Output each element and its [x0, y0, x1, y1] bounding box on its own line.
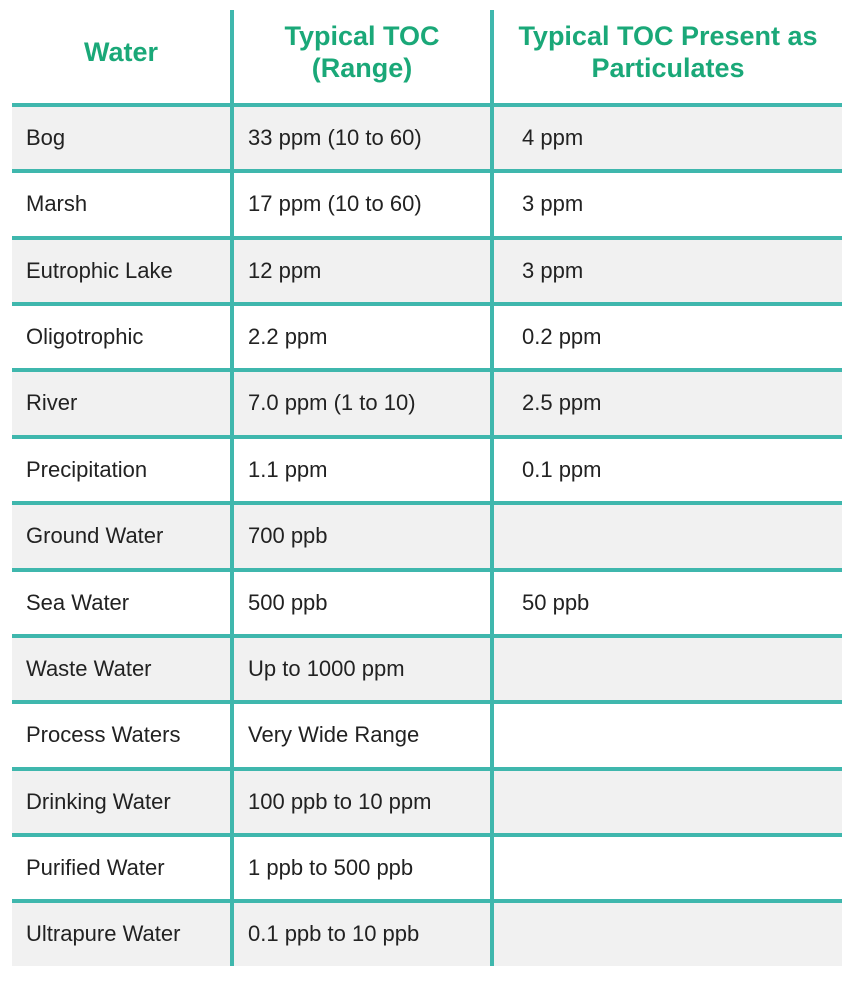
table-row: Ultrapure Water 0.1 ppb to 10 ppb: [12, 901, 842, 965]
table-row: Precipitation 1.1 ppm 0.1 ppm: [12, 437, 842, 503]
cell-water: Precipitation: [12, 437, 232, 503]
cell-water: Waste Water: [12, 636, 232, 702]
col-header-water: Water: [12, 10, 232, 105]
table-row: Purified Water 1 ppb to 500 ppb: [12, 835, 842, 901]
cell-part: 2.5 ppm: [492, 370, 842, 436]
cell-toc: 1 ppb to 500 ppb: [232, 835, 492, 901]
cell-water: Ultrapure Water: [12, 901, 232, 965]
cell-part: 50 ppb: [492, 570, 842, 636]
cell-toc: 500 ppb: [232, 570, 492, 636]
col-header-part: Typical TOC Present as Particulates: [492, 10, 842, 105]
table-row: Ground Water 700 ppb: [12, 503, 842, 569]
cell-part: [492, 702, 842, 768]
cell-toc: Up to 1000 ppm: [232, 636, 492, 702]
table-row: Sea Water 500 ppb 50 ppb: [12, 570, 842, 636]
cell-water: River: [12, 370, 232, 436]
cell-toc: 700 ppb: [232, 503, 492, 569]
table-row: Bog 33 ppm (10 to 60) 4 ppm: [12, 105, 842, 171]
toc-table: Water Typical TOC (Range) Typical TOC Pr…: [12, 10, 842, 966]
cell-water: Sea Water: [12, 570, 232, 636]
cell-water: Oligotrophic: [12, 304, 232, 370]
cell-water: Purified Water: [12, 835, 232, 901]
cell-part: 0.1 ppm: [492, 437, 842, 503]
cell-toc: 33 ppm (10 to 60): [232, 105, 492, 171]
cell-part: 3 ppm: [492, 238, 842, 304]
cell-toc: 1.1 ppm: [232, 437, 492, 503]
cell-toc: 12 ppm: [232, 238, 492, 304]
cell-water: Process Waters: [12, 702, 232, 768]
table-row: Process Waters Very Wide Range: [12, 702, 842, 768]
cell-water: Ground Water: [12, 503, 232, 569]
table-row: Marsh 17 ppm (10 to 60) 3 ppm: [12, 171, 842, 237]
cell-water: Bog: [12, 105, 232, 171]
cell-part: [492, 636, 842, 702]
cell-part: 3 ppm: [492, 171, 842, 237]
cell-toc: 100 ppb to 10 ppm: [232, 769, 492, 835]
cell-toc: 0.1 ppb to 10 ppb: [232, 901, 492, 965]
cell-part: [492, 769, 842, 835]
table-row: Waste Water Up to 1000 ppm: [12, 636, 842, 702]
cell-part: [492, 901, 842, 965]
cell-toc: 7.0 ppm (1 to 10): [232, 370, 492, 436]
cell-toc: Very Wide Range: [232, 702, 492, 768]
cell-toc: 17 ppm (10 to 60): [232, 171, 492, 237]
cell-part: [492, 503, 842, 569]
table-row: Drinking Water 100 ppb to 10 ppm: [12, 769, 842, 835]
col-header-toc: Typical TOC (Range): [232, 10, 492, 105]
table-row: River 7.0 ppm (1 to 10) 2.5 ppm: [12, 370, 842, 436]
cell-part: [492, 835, 842, 901]
cell-water: Marsh: [12, 171, 232, 237]
cell-water: Drinking Water: [12, 769, 232, 835]
table-row: Eutrophic Lake 12 ppm 3 ppm: [12, 238, 842, 304]
cell-toc: 2.2 ppm: [232, 304, 492, 370]
table-row: Oligotrophic 2.2 ppm 0.2 ppm: [12, 304, 842, 370]
table-header-row: Water Typical TOC (Range) Typical TOC Pr…: [12, 10, 842, 105]
cell-part: 0.2 ppm: [492, 304, 842, 370]
cell-part: 4 ppm: [492, 105, 842, 171]
cell-water: Eutrophic Lake: [12, 238, 232, 304]
